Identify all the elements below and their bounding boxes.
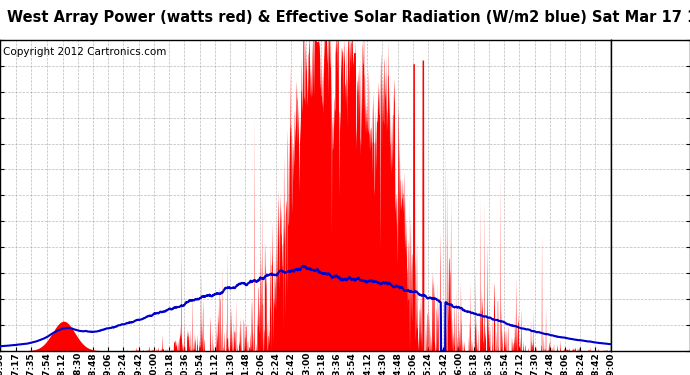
Text: Copyright 2012 Cartronics.com: Copyright 2012 Cartronics.com — [3, 47, 166, 57]
Text: West Array Power (watts red) & Effective Solar Radiation (W/m2 blue) Sat Mar 17 : West Array Power (watts red) & Effective… — [7, 10, 690, 25]
